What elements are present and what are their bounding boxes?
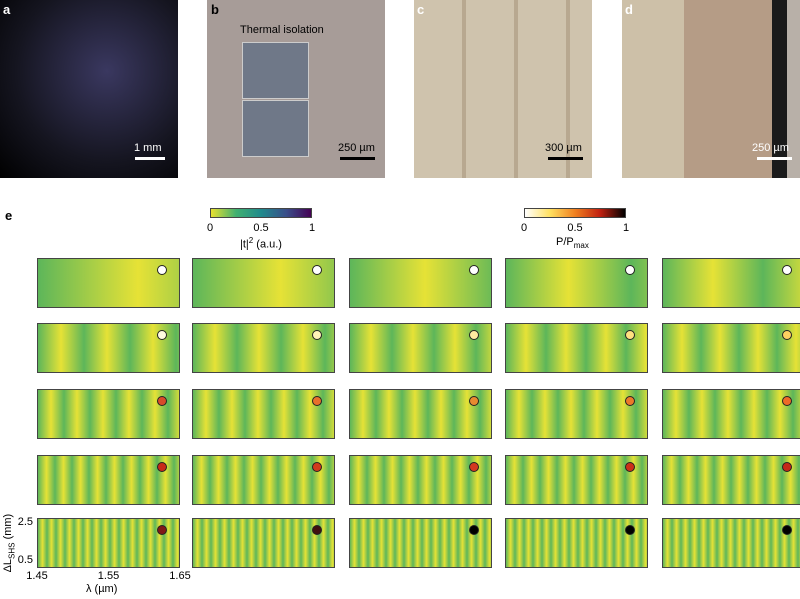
x-tick-label: 1.45 (26, 570, 48, 582)
dot (157, 462, 167, 472)
dot (625, 396, 635, 406)
dot (469, 396, 479, 406)
label-part: max (573, 241, 589, 251)
scale-bar (548, 157, 583, 160)
heatmap (37, 389, 180, 439)
panel-label: e (5, 208, 13, 223)
x-tick-label: 1.65 (169, 570, 191, 582)
heatmap (505, 455, 648, 505)
dot (157, 265, 167, 275)
colorbar-tick: 1 (308, 222, 316, 234)
scale-bar (757, 157, 792, 160)
heatmap (192, 389, 335, 439)
heatmap (662, 258, 800, 308)
heatmap (349, 518, 492, 568)
dot (157, 396, 167, 406)
x-label: λ (µm) (86, 583, 118, 595)
colorbar-tick: 0 (206, 222, 214, 234)
dot (312, 396, 322, 406)
heatmap (192, 518, 335, 568)
photo-a (0, 0, 178, 178)
colorbar-label: |t|2 (a.u.) (240, 236, 282, 251)
scale-bar (135, 157, 165, 160)
colorbar-label: P/Pmax (556, 236, 589, 250)
label-part: (a.u.) (253, 238, 282, 251)
heatmap (662, 518, 800, 568)
panel-label: c (417, 2, 425, 17)
colorbar-tick: 0.5 (567, 222, 583, 234)
panel-label: a (3, 2, 11, 17)
label-part: P/P (556, 236, 574, 248)
heater (242, 100, 309, 157)
photo-d (622, 0, 800, 178)
heatmap (349, 258, 492, 308)
heater (242, 42, 309, 99)
dot (312, 525, 322, 535)
heatmap (505, 323, 648, 373)
panel-label: d (625, 2, 633, 17)
dot (625, 330, 635, 340)
scale-text: 1 mm (134, 142, 162, 154)
dot (625, 265, 635, 275)
dot (469, 330, 479, 340)
photo-b (207, 0, 385, 178)
dot (157, 330, 167, 340)
colorbar-tick: 1 (622, 222, 630, 234)
annotation: Thermal isolation (240, 24, 324, 36)
heatmap (37, 455, 180, 505)
dot (782, 330, 792, 340)
heatmap (192, 455, 335, 505)
heatmap (662, 455, 800, 505)
label-part: 2 (248, 236, 254, 245)
heatmap (505, 518, 648, 568)
scale-text: 250 µm (752, 142, 789, 154)
dot (157, 525, 167, 535)
panel-label: b (211, 2, 219, 17)
y-tick-label: 0.5 (17, 554, 33, 566)
heatmap (505, 389, 648, 439)
heatmap (349, 389, 492, 439)
label-part: |t| (240, 238, 249, 251)
dot (625, 462, 635, 472)
dot (312, 462, 322, 472)
heatmap (505, 258, 648, 308)
dot (782, 396, 792, 406)
dot (469, 462, 479, 472)
dot (312, 265, 322, 275)
dot (469, 525, 479, 535)
heatmap (349, 455, 492, 505)
x-tick-label: 1.55 (97, 570, 120, 582)
scale-bar (340, 157, 375, 160)
colorbar-tick: 0.5 (253, 222, 269, 234)
y-tick-label: 2.5 (17, 516, 33, 528)
colorbar-tick: 0 (520, 222, 528, 234)
heatmap (192, 258, 335, 308)
dot (312, 330, 322, 340)
dot (782, 525, 792, 535)
heatmap (349, 323, 492, 373)
photo-c (414, 0, 592, 178)
heatmap (37, 258, 180, 308)
heatmap (662, 389, 800, 439)
dot (782, 265, 792, 275)
colorbar (524, 208, 626, 218)
scale-text: 300 µm (545, 142, 582, 154)
scale-text: 250 µm (338, 142, 375, 154)
heatmap (662, 323, 800, 373)
dot (782, 462, 792, 472)
dot (469, 265, 479, 275)
heatmap (37, 518, 180, 568)
heatmap (192, 323, 335, 373)
dot (625, 525, 635, 535)
heatmap (37, 323, 180, 373)
colorbar (210, 208, 312, 218)
